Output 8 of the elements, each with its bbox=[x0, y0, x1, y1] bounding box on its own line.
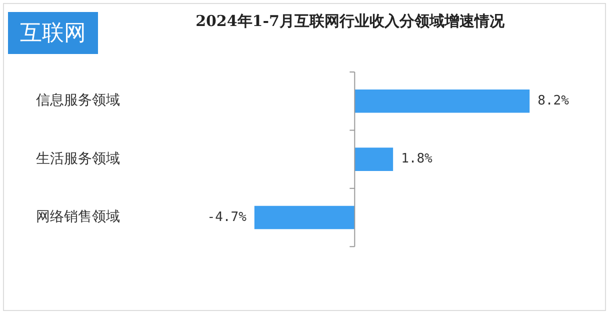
data-label: 8.2% bbox=[538, 93, 570, 108]
data-label: 1.8% bbox=[401, 152, 433, 167]
chart-title: 2024年1-7月互联网行业收入分领域增速情况 bbox=[194, 12, 506, 31]
y-tick-label: 信息服务领域 bbox=[36, 92, 120, 109]
text: 互联网 bbox=[8, 12, 98, 54]
y-tick-label: 生活服务领域 bbox=[36, 150, 120, 167]
data-label: -4.7% bbox=[207, 210, 247, 225]
y-tick-label: 网络销售领域 bbox=[36, 209, 120, 226]
